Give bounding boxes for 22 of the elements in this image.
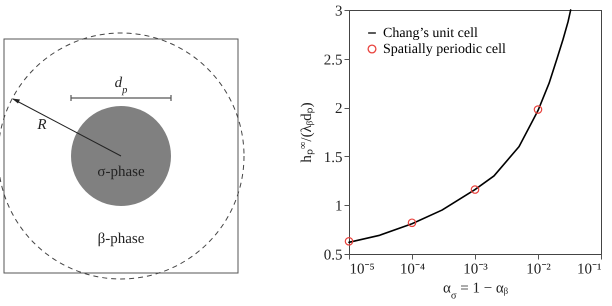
point — [344, 237, 354, 246]
text: d$_{p}$ — [114, 75, 128, 96]
point — [408, 218, 416, 228]
x-tick-label: 10⁻⁴ — [400, 262, 426, 278]
legend-label: Spatially periodic cell — [383, 42, 506, 57]
text: β-phase — [98, 231, 145, 247]
x-tick-label: 10⁻² — [526, 262, 552, 278]
y-tick-label: 1.5 — [324, 150, 342, 166]
point — [534, 105, 542, 114]
y-tick-label: 1 — [335, 198, 342, 215]
x-tick-label: 10⁻¹ — [577, 262, 602, 278]
point — [470, 185, 480, 194]
y-tick-label: 2.5 — [324, 52, 342, 68]
text: R — [36, 117, 47, 133]
y-tick-label: 3 — [335, 4, 342, 20]
x-tick-label: 10⁻³ — [463, 262, 488, 278]
y-tick-label: 2 — [335, 101, 342, 118]
y-tick-label: 0.5 — [324, 248, 342, 264]
legend-label: Chang’s unit cell — [383, 26, 478, 41]
x-axis-title: α$_{σ}$ = 1 − αᵦ — [442, 280, 508, 301]
text: σ-phase — [97, 164, 145, 180]
x-tick-label: 10⁻⁵ — [350, 262, 375, 278]
